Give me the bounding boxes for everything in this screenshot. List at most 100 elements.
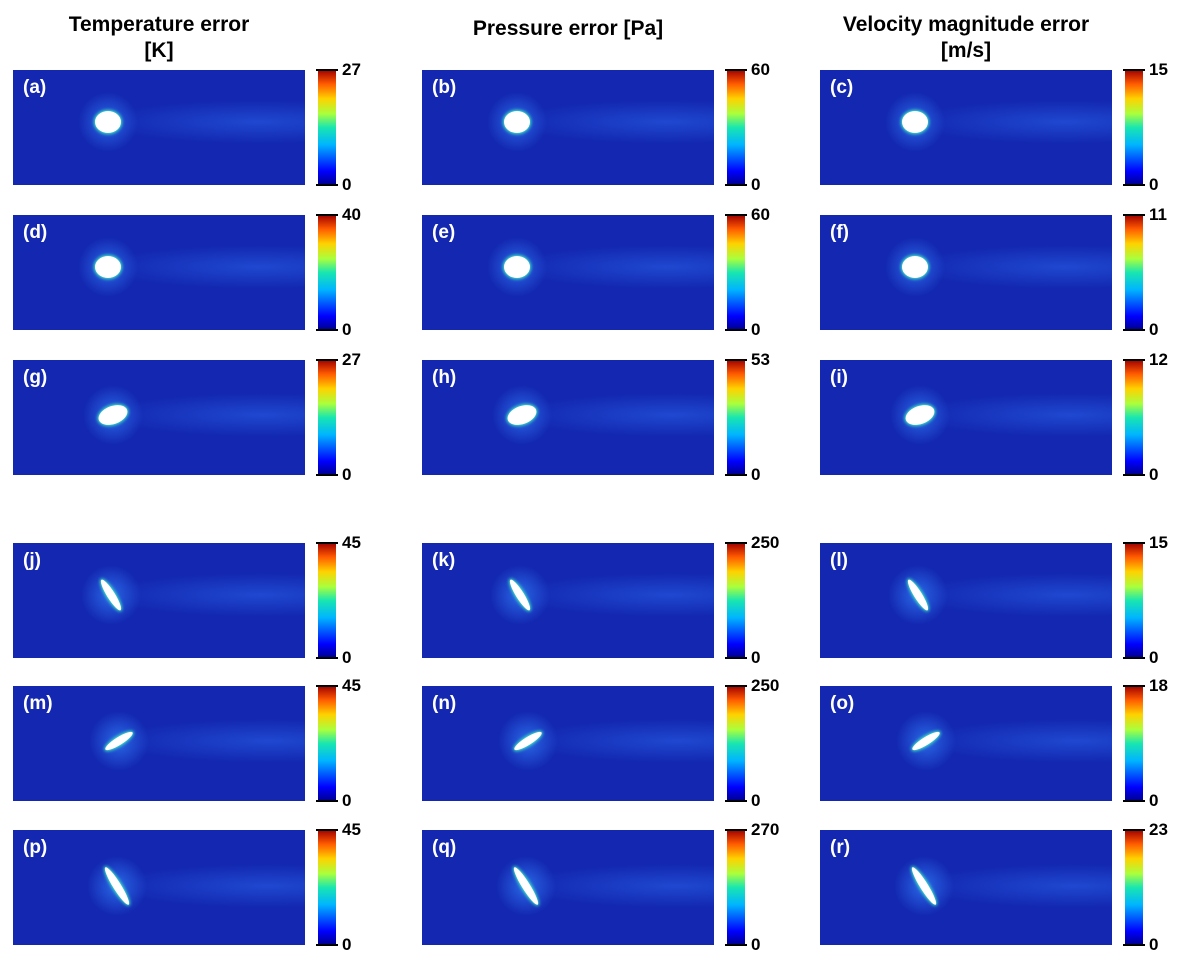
colorbar-max-label: 18 [1149,676,1168,695]
obstacle [908,865,940,907]
colorbar-tick [1123,69,1145,71]
colorbar-tick [316,214,338,216]
colorbar-tick [725,184,747,186]
panel-label: (b) [432,77,457,98]
colorbar-max-label: 23 [1149,820,1168,839]
colorbar-max-label: 45 [342,676,361,695]
colorbar-tick [725,474,747,476]
colorbar-tick [316,829,338,831]
panel-label: (p) [23,837,48,858]
colorbar-tick [725,329,747,331]
panel-label: (e) [432,222,456,243]
obstacle [95,401,131,429]
colorbar-tick [725,657,747,659]
colorbar-max-label: 45 [342,533,361,552]
title-line: Pressure error [Pa] [472,17,664,40]
colorbar-tick [1123,542,1145,544]
colorbar [318,543,336,658]
panel-label: (l) [830,550,848,571]
colorbar-tick [1123,829,1145,831]
field-panel: (f) [820,215,1112,330]
colorbar-tick [316,359,338,361]
colorbar-min-label: 0 [1149,648,1159,667]
colorbar-max-label: 60 [751,60,770,79]
colorbar-tick [316,69,338,71]
field-panel: (r) [820,830,1112,945]
colorbar [727,360,745,475]
colorbar-min-label: 0 [342,791,352,810]
colorbar [1125,830,1143,945]
colorbar-max-label: 250 [751,533,780,552]
colorbar-min-label: 0 [342,320,352,339]
colorbar-tick [1123,474,1145,476]
colorbar-max-label: 27 [342,60,361,79]
panel-label: (o) [830,693,855,714]
colorbar-max-label: 27 [342,350,361,369]
colorbar-max-label: 250 [751,676,780,695]
colorbar-tick [1123,685,1145,687]
colorbar-min-label: 0 [1149,935,1159,954]
colorbar-tick [1123,800,1145,802]
colorbar-tick [316,657,338,659]
colorbar [318,215,336,330]
obstacle [507,577,533,613]
field-panel: (e) [422,215,714,330]
field-panel: (j) [13,543,305,658]
field-panel: (m) [13,686,305,801]
field-panel: (b) [422,70,714,185]
colorbar-min-label: 0 [1149,791,1159,810]
colorbar-max-label: 11 [1149,205,1167,224]
colorbar [318,360,336,475]
colorbar [1125,543,1143,658]
colorbar-max-label: 60 [751,205,770,224]
panel-label: (h) [432,367,457,388]
field-panel: (p) [13,830,305,945]
colorbar-max-label: 53 [751,350,770,369]
colorbar-tick [1123,944,1145,946]
colorbar-tick [725,359,747,361]
field-panel: (q) [422,830,714,945]
colorbar-tick [1123,184,1145,186]
panel-label: (f) [830,222,849,243]
colorbar-max-label: 15 [1149,60,1168,79]
obstacle [98,577,124,613]
obstacle [101,865,133,907]
obstacle [512,729,544,753]
panel-label: (g) [23,367,48,388]
colorbar-min-label: 0 [342,935,352,954]
colorbar [1125,215,1143,330]
colorbar-tick [316,184,338,186]
colorbar [727,70,745,185]
colorbar-tick [316,944,338,946]
title-line: [K] [144,39,174,62]
colorbar [1125,686,1143,801]
colorbar-min-label: 0 [1149,320,1159,339]
panel-label: (a) [23,77,47,98]
colorbar-min-label: 0 [751,935,761,954]
colorbar [727,543,745,658]
obstacle [510,865,542,907]
colorbar-min-label: 0 [751,648,761,667]
panel-label: (m) [23,693,53,714]
panel-label: (q) [432,837,457,858]
colorbar-tick [1123,329,1145,331]
panel-label: (c) [830,77,854,98]
colorbar-max-label: 270 [751,820,780,839]
colorbar-min-label: 0 [751,791,761,810]
colorbar-tick [725,542,747,544]
colorbar [318,70,336,185]
panel-label: (k) [432,550,456,571]
colorbar [727,215,745,330]
colorbar-min-label: 0 [342,175,352,194]
obstacle [95,111,121,133]
colorbar [1125,360,1143,475]
colorbar-max-label: 40 [342,205,361,224]
panel-label: (d) [23,222,48,243]
obstacle [504,256,530,278]
field-panel: (g) [13,360,305,475]
colorbar-tick [725,685,747,687]
obstacle [902,111,928,133]
colorbar-tick [725,944,747,946]
colorbar [318,830,336,945]
colorbar-min-label: 0 [751,175,761,194]
